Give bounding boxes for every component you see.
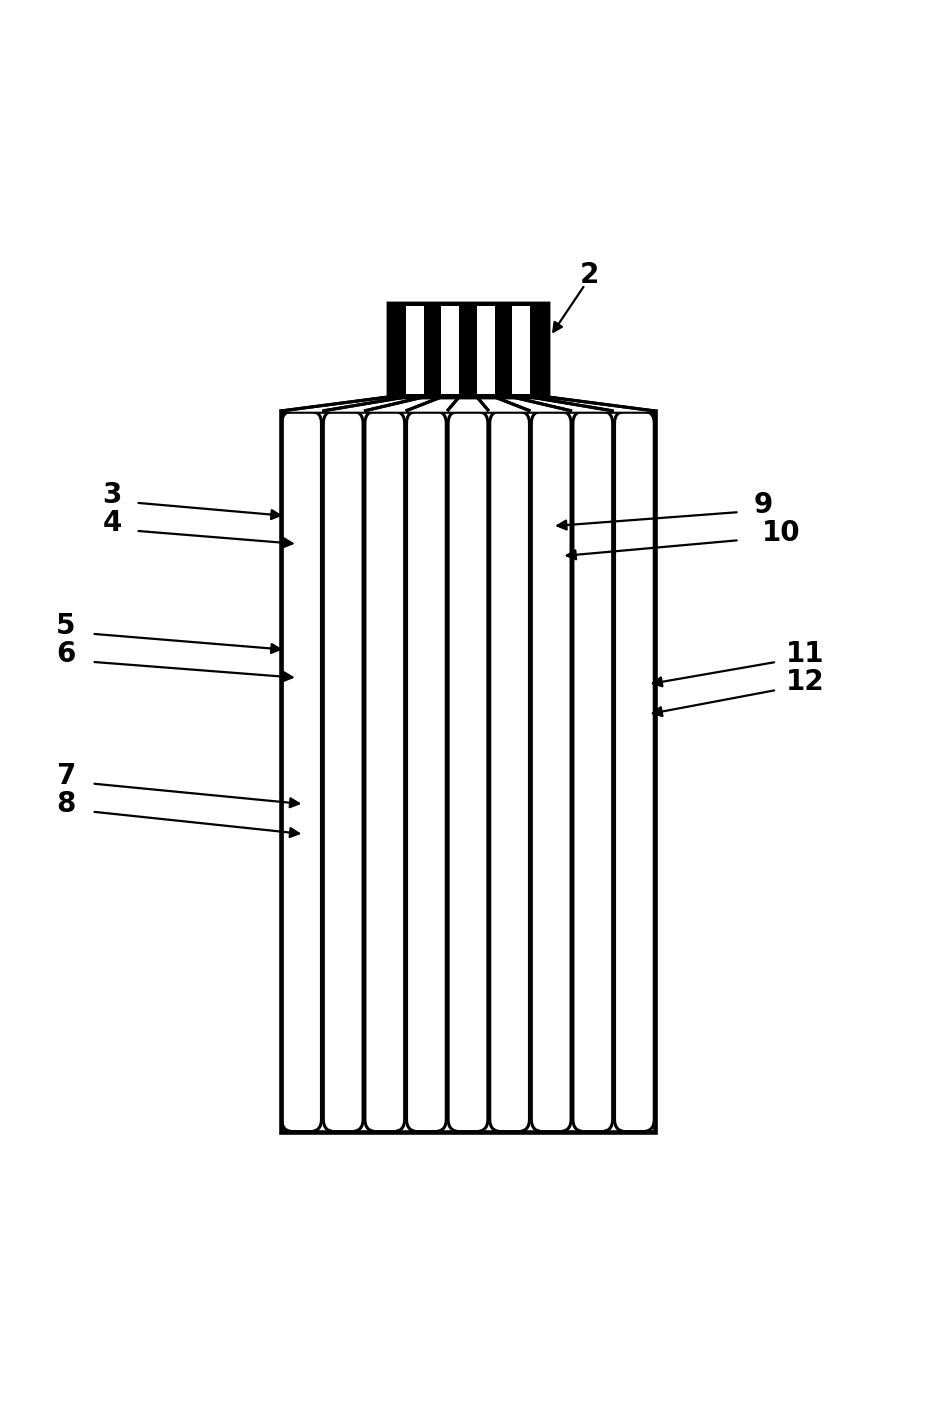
Bar xyxy=(406,306,424,394)
Text: 7: 7 xyxy=(56,762,75,790)
Text: 4: 4 xyxy=(103,509,122,537)
FancyBboxPatch shape xyxy=(323,411,363,1131)
Bar xyxy=(476,306,494,394)
FancyBboxPatch shape xyxy=(282,411,321,1131)
Bar xyxy=(442,306,460,394)
FancyBboxPatch shape xyxy=(365,411,404,1131)
Text: 6: 6 xyxy=(56,641,75,668)
FancyBboxPatch shape xyxy=(406,411,446,1131)
Bar xyxy=(388,303,548,396)
FancyBboxPatch shape xyxy=(615,411,654,1131)
Text: 8: 8 xyxy=(56,790,75,818)
FancyBboxPatch shape xyxy=(448,411,488,1131)
FancyBboxPatch shape xyxy=(490,411,530,1131)
Bar xyxy=(512,306,530,394)
Bar xyxy=(406,306,424,394)
Bar xyxy=(476,306,494,394)
FancyBboxPatch shape xyxy=(532,411,571,1131)
Text: 12: 12 xyxy=(785,668,825,696)
Bar xyxy=(388,303,548,396)
Text: 9: 9 xyxy=(753,490,772,519)
Bar xyxy=(442,306,460,394)
Text: 5: 5 xyxy=(56,612,75,641)
Text: 10: 10 xyxy=(762,519,801,547)
Text: 3: 3 xyxy=(103,482,122,509)
Bar xyxy=(281,411,655,1131)
FancyBboxPatch shape xyxy=(573,411,613,1131)
Bar xyxy=(512,306,530,394)
Polygon shape xyxy=(281,396,655,411)
Text: 2: 2 xyxy=(580,261,599,290)
Text: 11: 11 xyxy=(785,641,825,668)
